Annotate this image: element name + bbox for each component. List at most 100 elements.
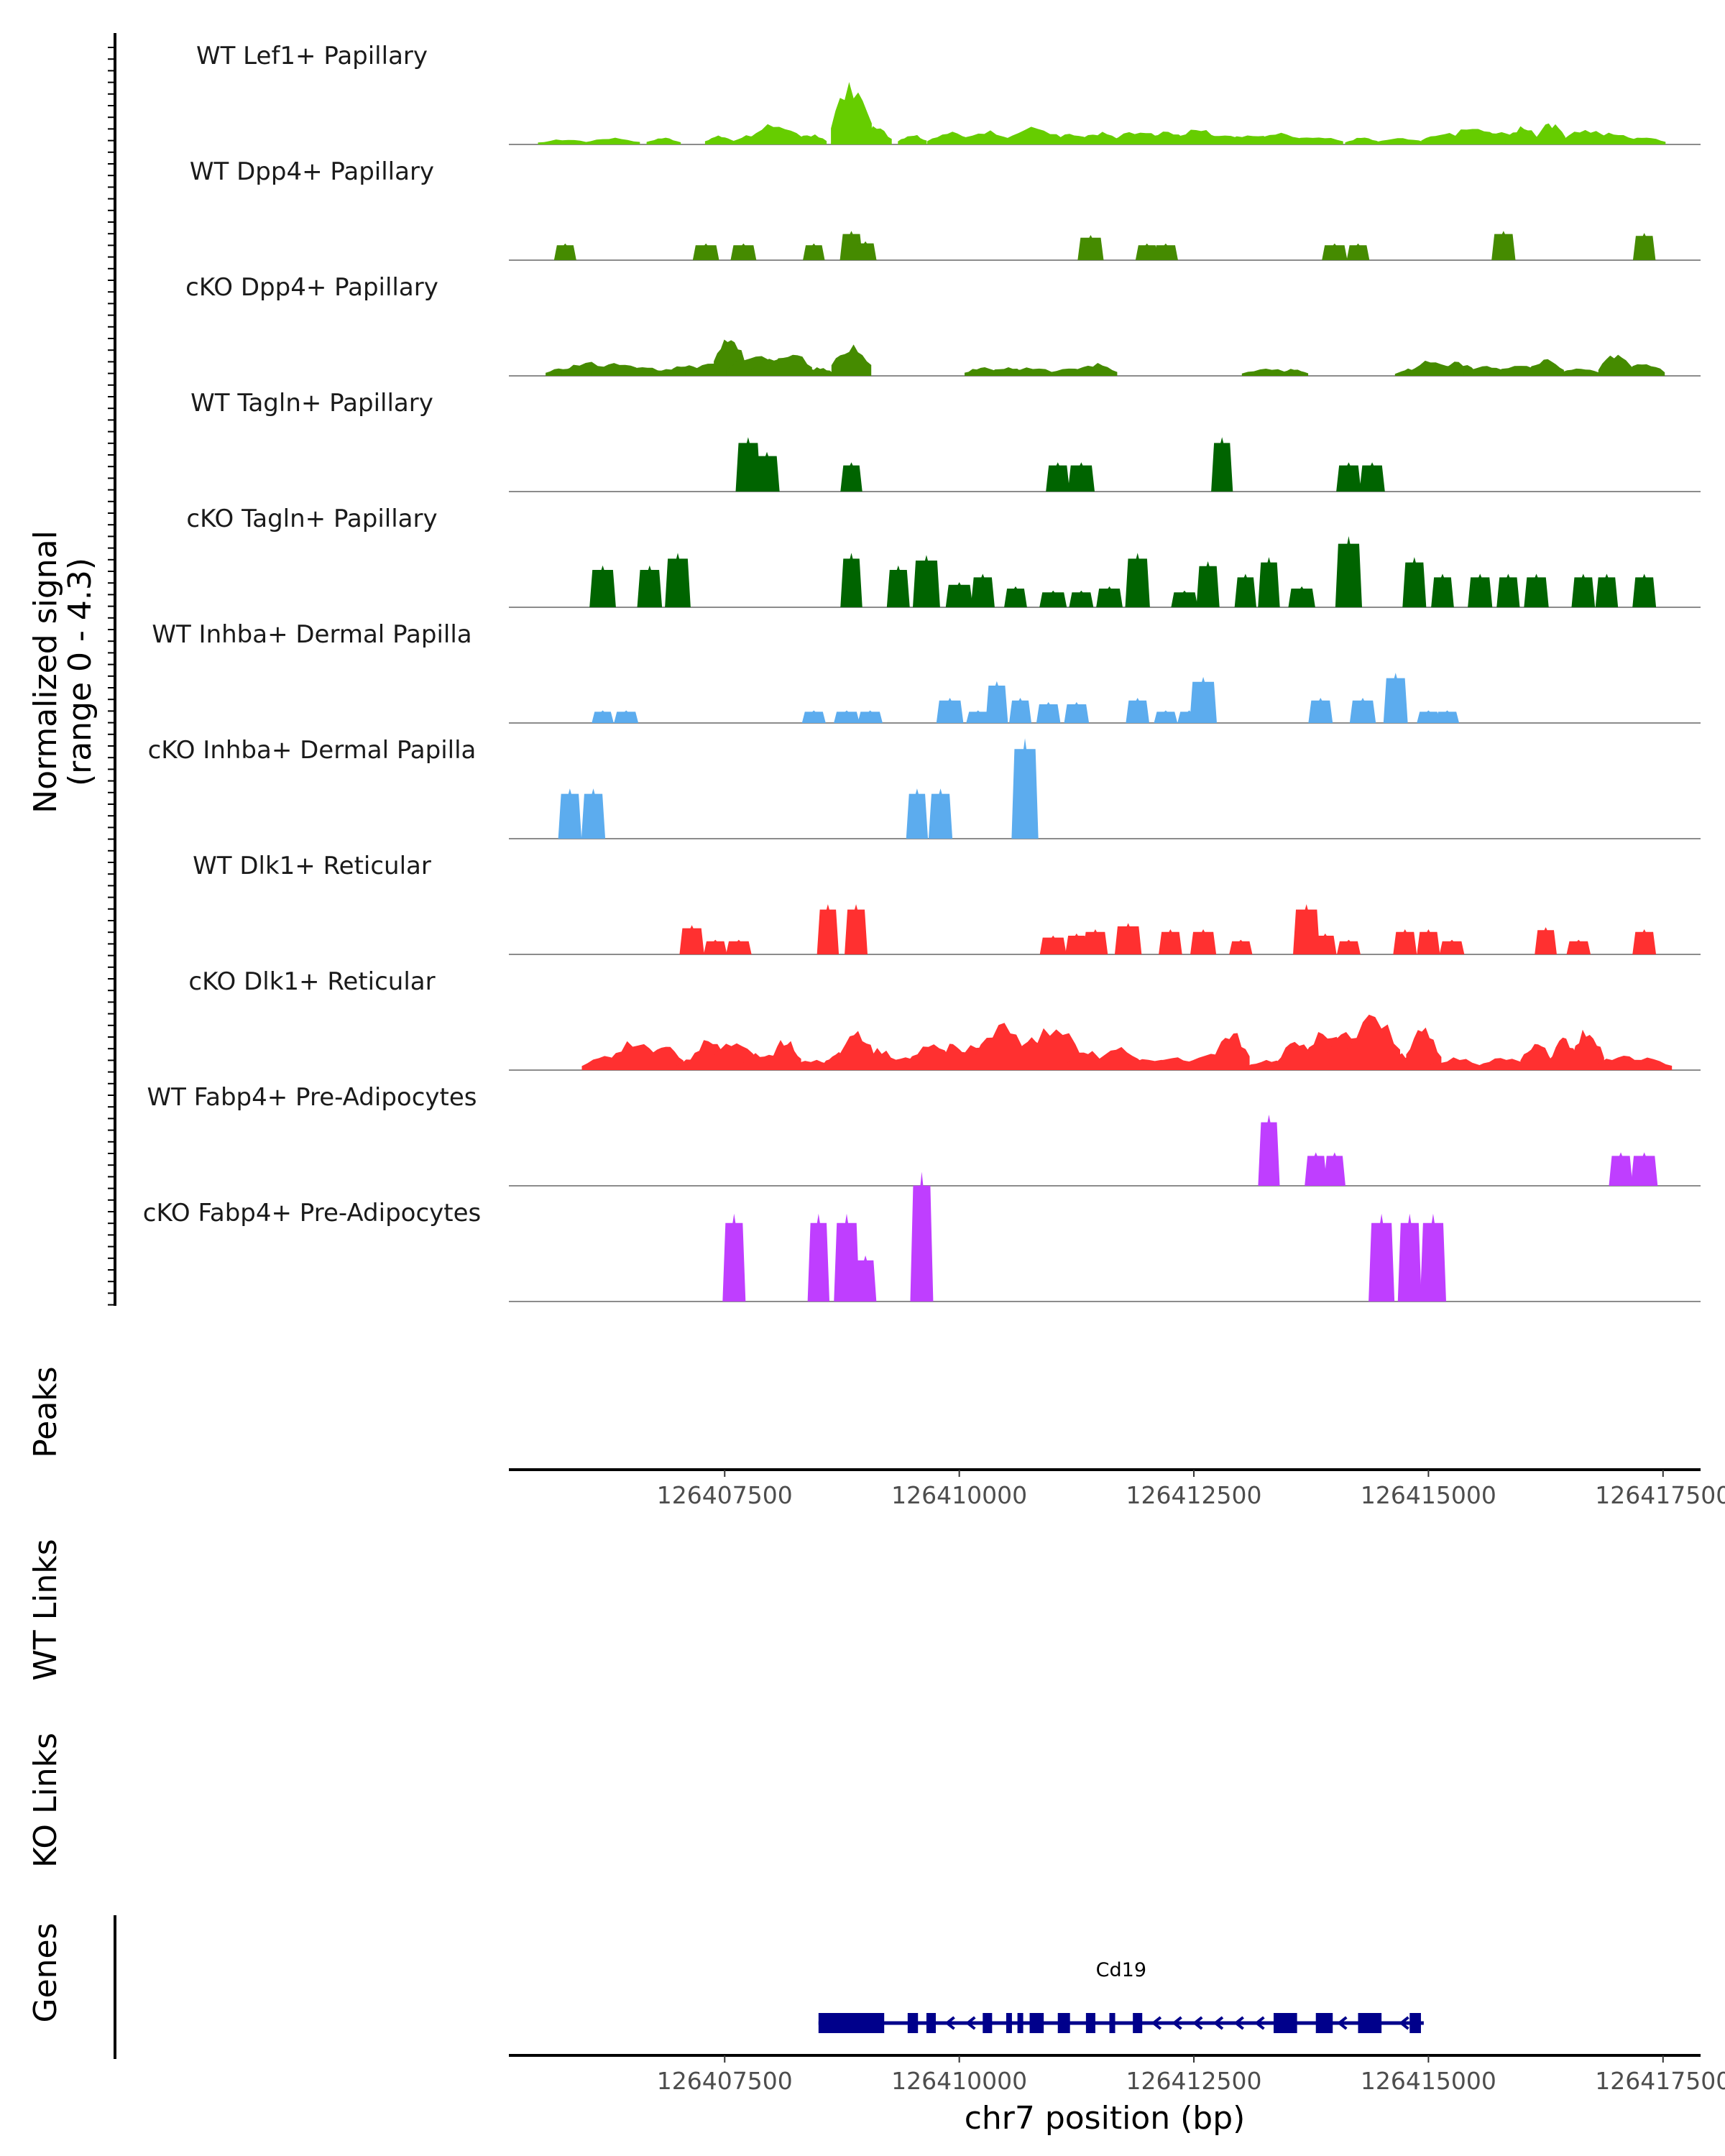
gene-exon [926, 2013, 937, 2033]
coverage-peak [985, 681, 1008, 723]
gene-exon [818, 2013, 885, 2033]
gene-exon [1029, 2013, 1044, 2033]
track-label: cKO Inhba+ Dermal Papilla [148, 736, 477, 765]
coverage-peak [584, 137, 640, 144]
coverage-peak [1491, 231, 1516, 260]
genes-track-title: Genes [27, 1922, 64, 2022]
coverage-peak [770, 1040, 801, 1070]
coverage-peak [1406, 1027, 1442, 1070]
coverage-peak [1623, 137, 1666, 144]
track-label: cKO Tagln+ Papillary [186, 505, 437, 533]
coverage-peak [898, 134, 927, 144]
strand-arrow [965, 2016, 976, 2030]
x-tick-label: 126412500 [1126, 2067, 1262, 2095]
x-axis-genes-track: 126407500 126410000 126412500 126415000 1264… [509, 2054, 1725, 2095]
track-10: cKO Fabp4+ Pre-Adipocytes [143, 1171, 1701, 1302]
signal-y-axis [108, 33, 116, 1306]
coverage-peak [936, 698, 964, 723]
coverage-peak [1598, 354, 1634, 376]
track-label: cKO Dpp4+ Papillary [185, 273, 438, 302]
track-5: WT Inhba+ Dermal Papilla [152, 620, 1701, 724]
coverage-peak [1196, 561, 1220, 607]
coverage-peak [834, 710, 860, 723]
coverage-peak [1190, 676, 1217, 723]
coverage-peak [1496, 573, 1520, 607]
coverage-peak [1420, 1213, 1446, 1302]
coverage-peak [1632, 929, 1657, 954]
coverage-peak [1135, 243, 1159, 260]
coverage-peak [1535, 123, 1565, 144]
gene-track: Cd19 [818, 1959, 1424, 2033]
coverage-peak [646, 137, 681, 144]
strand-arrow [1337, 2016, 1348, 2030]
coverage-peak [1077, 235, 1104, 260]
coverage-peak [592, 710, 614, 723]
coverage-peak [910, 1171, 934, 1302]
x-tick-label: 126407500 [657, 2067, 793, 2095]
gene-exon [1109, 2013, 1116, 2033]
coverage-peak [945, 582, 973, 607]
coverage-peak [1024, 1028, 1082, 1070]
coverage-peak [840, 553, 862, 607]
coverage-peak [913, 555, 940, 607]
coverage-peak [1064, 701, 1090, 723]
gene-exon [1057, 2013, 1070, 2033]
strand-arrow [1192, 2016, 1203, 2030]
track-7: WT Dlk1+ Reticular [193, 852, 1701, 955]
track-label: WT Tagln+ Papillary [190, 389, 433, 418]
coverage-peak [1346, 243, 1370, 260]
gene-exon [1409, 2013, 1421, 2033]
coverage-peak [1039, 590, 1067, 607]
coverage-peak [1314, 933, 1337, 954]
coverage-peak [966, 710, 990, 723]
coverage-peak [637, 565, 663, 607]
coverage-peak [750, 124, 803, 144]
track-0: WT Lef1+ Papillary [196, 42, 1701, 145]
coverage-peak [1535, 927, 1557, 954]
coverage-peak [1288, 586, 1315, 607]
coverage-peak [854, 1255, 877, 1302]
coverage-peak [614, 710, 639, 723]
coverage-peak [1435, 710, 1460, 723]
gene-exon [1017, 2013, 1024, 2033]
coverage-peak [1524, 573, 1549, 607]
peaks-track-title: Peaks [27, 1366, 64, 1457]
track-6: cKO Inhba+ Dermal Papilla [148, 736, 1701, 839]
coverage-tracks: WT Lef1+ Papillary WT Dpp4+ Papillary cKO … [143, 42, 1701, 1302]
coverage-peak [1393, 929, 1417, 954]
coverage-peak [831, 344, 872, 376]
coverage-peak [1073, 363, 1118, 376]
coverage-peak [1505, 126, 1540, 144]
coverage-peak [1376, 138, 1425, 144]
coverage-peak [1624, 364, 1665, 376]
coverage-peak [928, 788, 953, 839]
coverage-peak [1335, 535, 1363, 607]
track-label: cKO Dlk1+ Reticular [188, 967, 435, 996]
coverage-peak [679, 925, 704, 954]
coverage-peak [1159, 929, 1182, 954]
track-label: WT Dlk1+ Reticular [193, 852, 431, 880]
coverage-peak [1431, 573, 1454, 607]
coverage-peak [1417, 710, 1440, 723]
coverage-peak [1009, 698, 1032, 723]
coverage-peak [1229, 939, 1253, 954]
coverage-peak [722, 1213, 746, 1302]
coverage-peak [816, 904, 840, 954]
track-label: WT Inhba+ Dermal Papilla [152, 620, 472, 649]
x-tick-label: 126412500 [1126, 1481, 1262, 1509]
coverage-peak [1478, 1058, 1530, 1070]
coverage-peak [1078, 132, 1122, 144]
coverage-peak [801, 710, 826, 723]
x-tick-label: 126410000 [891, 2067, 1027, 2095]
coverage-peak [960, 130, 1015, 144]
coverage-peak [1571, 573, 1596, 607]
coverage-peak [1345, 137, 1381, 144]
coverage-peak [1067, 462, 1095, 492]
track-label: cKO Fabp4+ Pre-Adipocytes [143, 1199, 482, 1227]
gene-exon [1085, 2013, 1095, 2033]
gene-exon [983, 2013, 993, 2033]
track-2: cKO Dpp4+ Papillary [185, 273, 1701, 377]
coverage-peak [1065, 933, 1088, 954]
coverage-peak [1288, 137, 1343, 144]
